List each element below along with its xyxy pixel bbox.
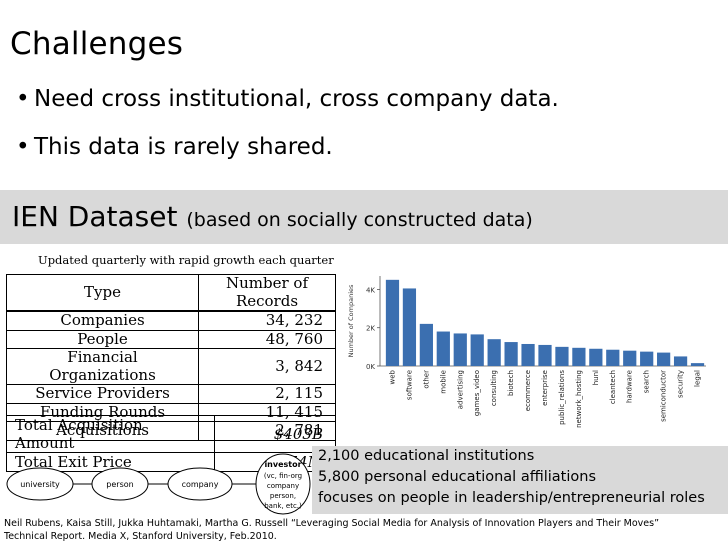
chart-bar [487,339,501,366]
graph-node-university [6,467,74,501]
x-tick-label: semiconductor [660,370,668,422]
section-subtitle: (based on socially constructed data) [186,209,533,231]
citation-line: Neil Rubens, Kaisa Still, Jukka Huhtamak… [4,518,660,529]
x-tick-label: games_video [473,370,481,416]
graph-node-investor [255,453,311,515]
x-tick-label: mobile [439,370,447,394]
y-tick-label: 4K [366,286,375,294]
bullet-1: • Need cross institutional, cross company… [16,86,559,112]
table-row: People 48, 760 [6,329,336,349]
x-tick-label: hunl [592,370,600,385]
x-tick-label: enterprise [541,370,549,406]
chart-bar [504,342,518,366]
x-tick-label: advertising [456,370,464,409]
chart-bar [521,343,535,366]
graph-node-label: investor [264,460,301,469]
info-box [312,446,728,514]
chart-bar [572,347,586,366]
bullet-1-text: Need cross institutional, cross company … [34,86,559,112]
investor-detail: company [267,482,299,490]
info-line: 2,100 educational institutions [318,448,535,464]
records-header-type: Type [6,274,199,312]
graph-node-label: person [106,480,133,489]
x-tick-label: security [677,370,685,398]
chart-bar [453,333,467,366]
total-label: Total Acquisition Amount [6,415,215,453]
slide-title: Challenges [10,26,184,62]
bullet-dot-icon: • [16,86,30,112]
chart-bar [419,323,433,366]
companies-bar-chart: 0K 2K 4K Number of Companies web software othe… [347,276,706,428]
citation-line: Technical Report. Media X, Stanford Univ… [4,531,277,542]
investor-detail: bank, etc.) [264,502,302,510]
chart-bar [538,344,552,366]
table-row: Total Acquisition Amount $403B [6,415,336,453]
y-axis-label: Number of Companies [347,284,355,357]
records-header-row: Type Number of Records [6,274,336,312]
update-caption: Updated quarterly with rapid growth each… [38,253,334,267]
x-tick-label: ecommerce [524,370,532,411]
y-tick-label: 2K [366,325,375,333]
record-count: 3, 842 [198,348,336,385]
table-row: Financial Organizations 3, 842 [6,348,336,385]
record-count: 2, 115 [198,384,336,404]
graph-node-person [91,467,149,501]
record-type: Financial Organizations [6,348,199,385]
table-row: Companies 34, 232 [6,310,336,331]
chart-bar [555,346,569,366]
x-tick-label: cleantech [609,370,617,404]
chart-bar [690,363,705,366]
chart-bar [385,279,400,366]
chart-bar [402,288,417,366]
section-title-text: IEN Dataset [12,200,178,233]
investor-detail: (vc, fin-org [264,472,302,480]
x-tick-label: legal [694,370,702,387]
x-tick-label: hardware [626,370,634,403]
graph-node-label: university [20,480,60,489]
chart-bar [673,356,688,366]
x-tick-label: public_relations [558,370,566,425]
x-tick-label: network_hosting [575,370,583,428]
x-tick-label: search [643,370,651,393]
total-label: Total Exit Price [6,452,215,472]
chart-bar [623,350,637,366]
chart-bar [640,351,654,366]
record-count: 48, 760 [198,329,336,349]
chart-bar [657,352,671,366]
x-tick-label: web [388,369,396,384]
info-line: focuses on people in leadership/entrepre… [318,490,705,506]
section-band [0,190,728,244]
record-type: Companies [6,310,199,331]
chart-bar [589,348,603,366]
investor-detail: person, [270,492,296,500]
section-title: IEN Dataset (based on socially construct… [12,200,533,233]
graph-node-company [167,467,233,501]
x-tick-label: other [422,370,430,389]
entity-graph: university person company investor (vc, … [6,453,311,515]
x-tick-label: software [405,370,413,400]
bullet-dot-icon: • [16,134,30,160]
info-line: 5,800 personal educational affiliations [318,469,596,485]
records-header-count: Number of Records [198,274,336,312]
chart-bar [436,331,450,366]
record-count: 34, 232 [198,310,336,331]
y-tick-label: 0K [366,363,375,371]
graph-node-label: company [182,480,219,489]
chart-bar [606,349,620,366]
bullet-2-text: This data is rarely shared. [34,134,333,160]
x-tick-label: consulting [490,370,498,406]
table-row: Service Providers 2, 115 [6,384,336,404]
record-type: People [6,329,199,349]
chart-bar [470,334,484,366]
record-type: Service Providers [6,384,199,404]
bullet-2: • This data is rarely shared. [16,134,333,160]
x-tick-label: biotech [507,370,515,396]
